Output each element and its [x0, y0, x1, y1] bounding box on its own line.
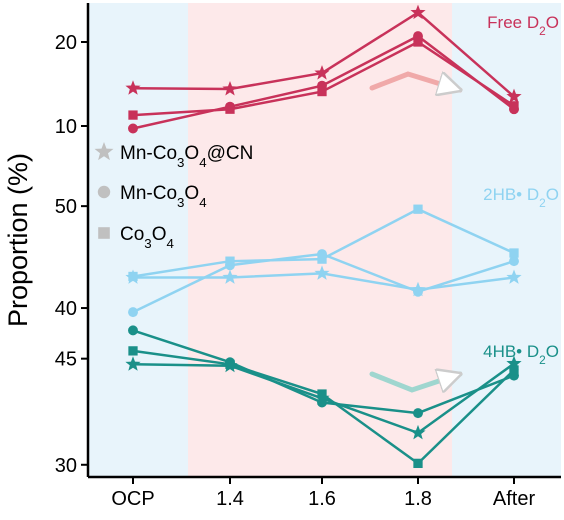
legend-label: Mn-Co3O4 [120, 183, 207, 210]
x-tick-label: 1.4 [216, 488, 244, 510]
legend-marker-star [94, 142, 114, 161]
legend-text: O [184, 183, 199, 204]
legend-text: Mn-Co [120, 183, 177, 204]
label-part: 2HB• D [483, 185, 539, 204]
legend-subscript: 4 [199, 195, 206, 210]
free-star-point [125, 80, 141, 95]
twohb-circle-point [128, 307, 138, 318]
twohb-square-point [225, 256, 235, 266]
legend-text: Co [120, 224, 144, 245]
label-subscript: 2 [539, 353, 546, 367]
plot-frame [86, 3, 561, 479]
fourhb-star-point [410, 424, 426, 440]
free-label: Free D2O [487, 13, 559, 38]
fourhb-square-point [317, 389, 327, 399]
legend-subscript: 3 [144, 236, 151, 251]
y-tick-label: 50 [55, 196, 77, 218]
twohb-star-point [222, 269, 238, 284]
legend-subscript: 4 [166, 236, 173, 251]
free-square-point [128, 110, 138, 120]
twohb-square-point [413, 204, 423, 214]
x-axis: OCP 1.4 1.6 1.8 After [111, 477, 535, 510]
fourhb-panel [125, 325, 522, 469]
free-star-point [222, 81, 238, 96]
x-tick-label: 1.6 [308, 488, 336, 510]
free-square-point [413, 37, 423, 47]
fourhb-label: 4HB• D2O [483, 342, 559, 367]
legend-text: @CN [207, 143, 254, 164]
fourhb-square-point [413, 458, 423, 469]
legend-subscript: 3 [177, 155, 184, 170]
fourhb-star-point [506, 355, 522, 371]
fourhb-square-point [225, 359, 235, 369]
label-part: O [546, 342, 559, 361]
label-subscript: 2 [539, 24, 546, 38]
y-axis-title: Proportion (%) [3, 153, 33, 327]
y-tick-label: 40 [55, 298, 77, 320]
fourhb-square-point [128, 346, 138, 356]
y-tick-label: 30 [55, 455, 77, 477]
free-star-point [410, 4, 426, 20]
x-tick-label: 1.8 [404, 488, 432, 510]
x-tick-label: OCP [111, 488, 154, 510]
fourhb-trend-arrow [369, 374, 460, 390]
band-right [452, 3, 561, 477]
legend-text: O [152, 224, 167, 245]
free-square-point [225, 104, 235, 114]
y-axis: 10 20 40 50 30 45 [55, 32, 88, 477]
free-trend-arrow [369, 71, 460, 90]
y-tick-label: 20 [55, 32, 77, 54]
twohb-label: 2HB• D2O [483, 185, 559, 210]
free-square-point [317, 86, 327, 97]
twohb-circle-point [413, 286, 423, 297]
label-subscript: 2 [539, 196, 546, 210]
label-part: O [546, 13, 559, 32]
legend-marker-square [98, 227, 110, 239]
legend-text: O [184, 143, 199, 164]
fourhb-circle-point [128, 325, 138, 336]
free-panel [125, 4, 522, 134]
legend-entry-square: Co3O4 [98, 224, 174, 251]
legend-subscript: 4 [199, 155, 206, 170]
y-tick-label: 45 [55, 349, 77, 371]
fourhb-star-point [125, 356, 141, 371]
fourhb-circle-point [413, 408, 423, 419]
free-star-point [314, 65, 330, 80]
free-square-point [509, 101, 519, 111]
fourhb-circle-point [317, 397, 327, 408]
label-part: Free D [487, 13, 539, 32]
legend-text: Mn-Co [120, 143, 177, 164]
legend-entry-star: Mn-Co3O4@CN [94, 142, 253, 170]
x-tick-label: After [493, 488, 536, 510]
twohb-square-point [128, 271, 138, 282]
twohb-square-point [509, 248, 519, 258]
series-layer [125, 4, 522, 469]
legend-marker-circle [97, 185, 111, 199]
twohb-panel [125, 204, 522, 318]
y-tick-label: 10 [55, 116, 77, 138]
fourhb-square-point [509, 365, 519, 375]
band-left [88, 3, 188, 477]
legend-label: Mn-Co3O4@CN [120, 143, 253, 170]
legend-subscript: 3 [177, 195, 184, 210]
label-part: O [546, 185, 559, 204]
label-part: 4HB• D [483, 342, 539, 361]
legend-label: Co3O4 [120, 224, 174, 251]
twohb-circle-point [509, 256, 519, 267]
twohb-star-point [506, 269, 522, 284]
legend-entry-circle: Mn-Co3O4 [97, 183, 207, 210]
twohb-star-point [314, 265, 330, 280]
twohb-square-point [317, 254, 327, 264]
free-star-point [506, 88, 522, 104]
free-circle-point [128, 123, 138, 134]
trend-arrows [369, 71, 460, 390]
